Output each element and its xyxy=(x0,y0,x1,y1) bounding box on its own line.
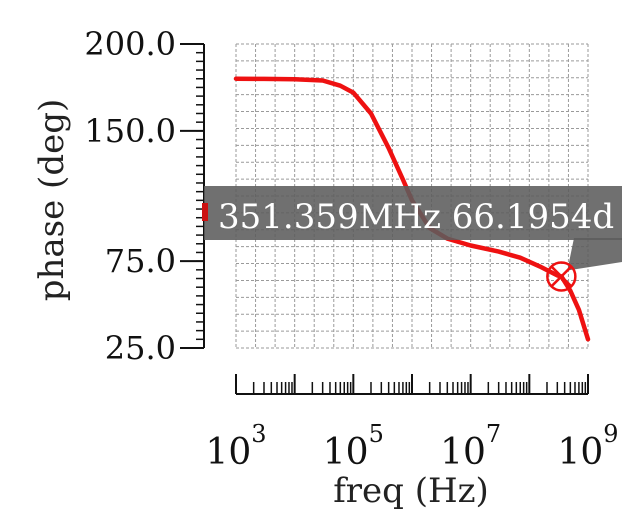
tooltip-label: 351.359MHz 66.1954d xyxy=(218,197,614,237)
x-tick-label: 107 xyxy=(440,420,501,473)
x-tick-exponent: 9 xyxy=(603,420,618,448)
x-tick-base: 10 xyxy=(557,432,603,473)
tooltip-pointer xyxy=(567,238,622,271)
x-tick-base: 10 xyxy=(440,432,486,473)
x-tick-exponent: 3 xyxy=(251,420,266,448)
tooltip-marker-tab xyxy=(202,203,208,221)
x-tick-label: 103 xyxy=(205,420,266,473)
x-tick-exponent: 7 xyxy=(486,420,501,448)
x-tick-base: 10 xyxy=(323,432,369,473)
marker-circle[interactable] xyxy=(546,261,577,292)
x-tick-label: 105 xyxy=(323,420,384,473)
y-tick-label: 200.0 xyxy=(84,25,176,63)
x-tick-label: 109 xyxy=(557,420,618,473)
x-axis: 103 105 107 109 xyxy=(205,374,619,473)
y-axis: 200.0 150.0 75.0 25.0 xyxy=(84,25,205,367)
x-axis-title: freq (Hz) xyxy=(333,471,489,509)
marker-overlay[interactable]: 351.359MHz 66.1954d xyxy=(202,186,622,292)
marker-cross xyxy=(550,265,573,288)
x-tick-exponent: 5 xyxy=(369,420,384,448)
y-tick-label: 150.0 xyxy=(84,112,176,150)
y-tick-label: 25.0 xyxy=(105,329,176,367)
y-axis-title: phase (deg) xyxy=(32,99,72,302)
tooltip-box[interactable] xyxy=(204,186,622,240)
y-tick-label: 75.0 xyxy=(105,242,176,280)
x-tick-base: 10 xyxy=(205,432,251,473)
